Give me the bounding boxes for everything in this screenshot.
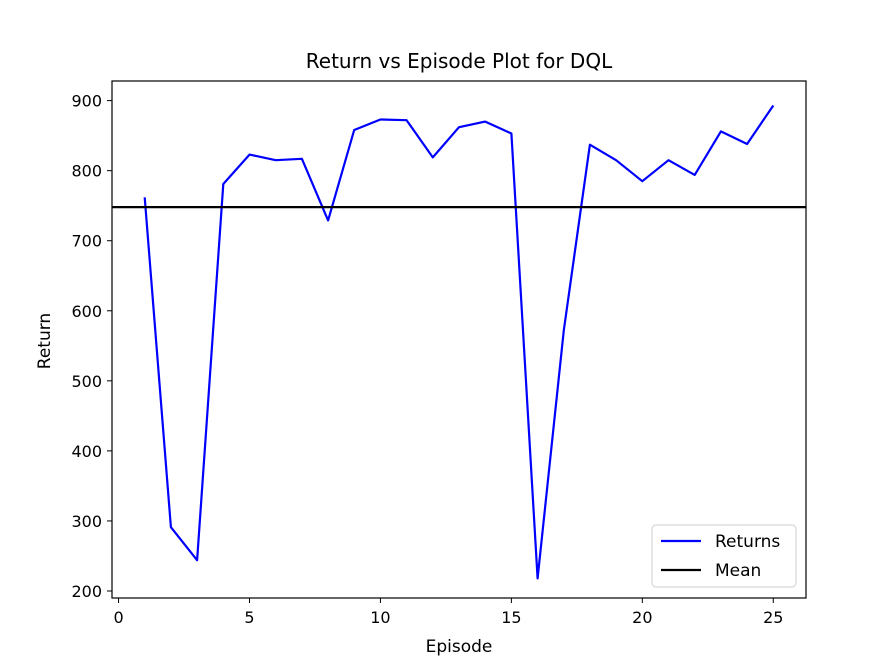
plot-lines xyxy=(112,104,806,580)
plot-frame xyxy=(111,80,807,599)
x-tick-label: 5 xyxy=(244,608,254,627)
y-tick-label: 600 xyxy=(71,302,102,321)
y-tick-label: 200 xyxy=(71,582,102,601)
legend-label-mean: Mean xyxy=(715,561,761,581)
y-tick-label: 300 xyxy=(71,512,102,531)
y-tick-label: 500 xyxy=(71,372,102,391)
y-tick-label: 400 xyxy=(71,442,102,461)
x-tick-label: 15 xyxy=(501,608,521,627)
chart-title: Return vs Episode Plot for DQL xyxy=(306,49,613,73)
legend: Returns Mean xyxy=(651,524,797,588)
series-line-returns xyxy=(143,104,775,580)
y-tick-label: 900 xyxy=(71,92,102,111)
x-axis-label: Episode xyxy=(426,637,493,657)
y-tick-label: 700 xyxy=(71,232,102,251)
x-axis-ticks: 0 5 10 15 20 25 xyxy=(113,598,783,627)
x-tick-label: 20 xyxy=(632,608,652,627)
legend-label-returns: Returns xyxy=(715,532,780,552)
y-axis-label: Return xyxy=(35,313,55,369)
y-tick-label: 800 xyxy=(71,162,102,181)
x-tick-label: 10 xyxy=(370,608,390,627)
y-axis-ticks: 200 300 400 500 600 700 800 900 xyxy=(71,92,112,601)
x-tick-label: 25 xyxy=(763,608,783,627)
x-tick-label: 0 xyxy=(113,608,123,627)
